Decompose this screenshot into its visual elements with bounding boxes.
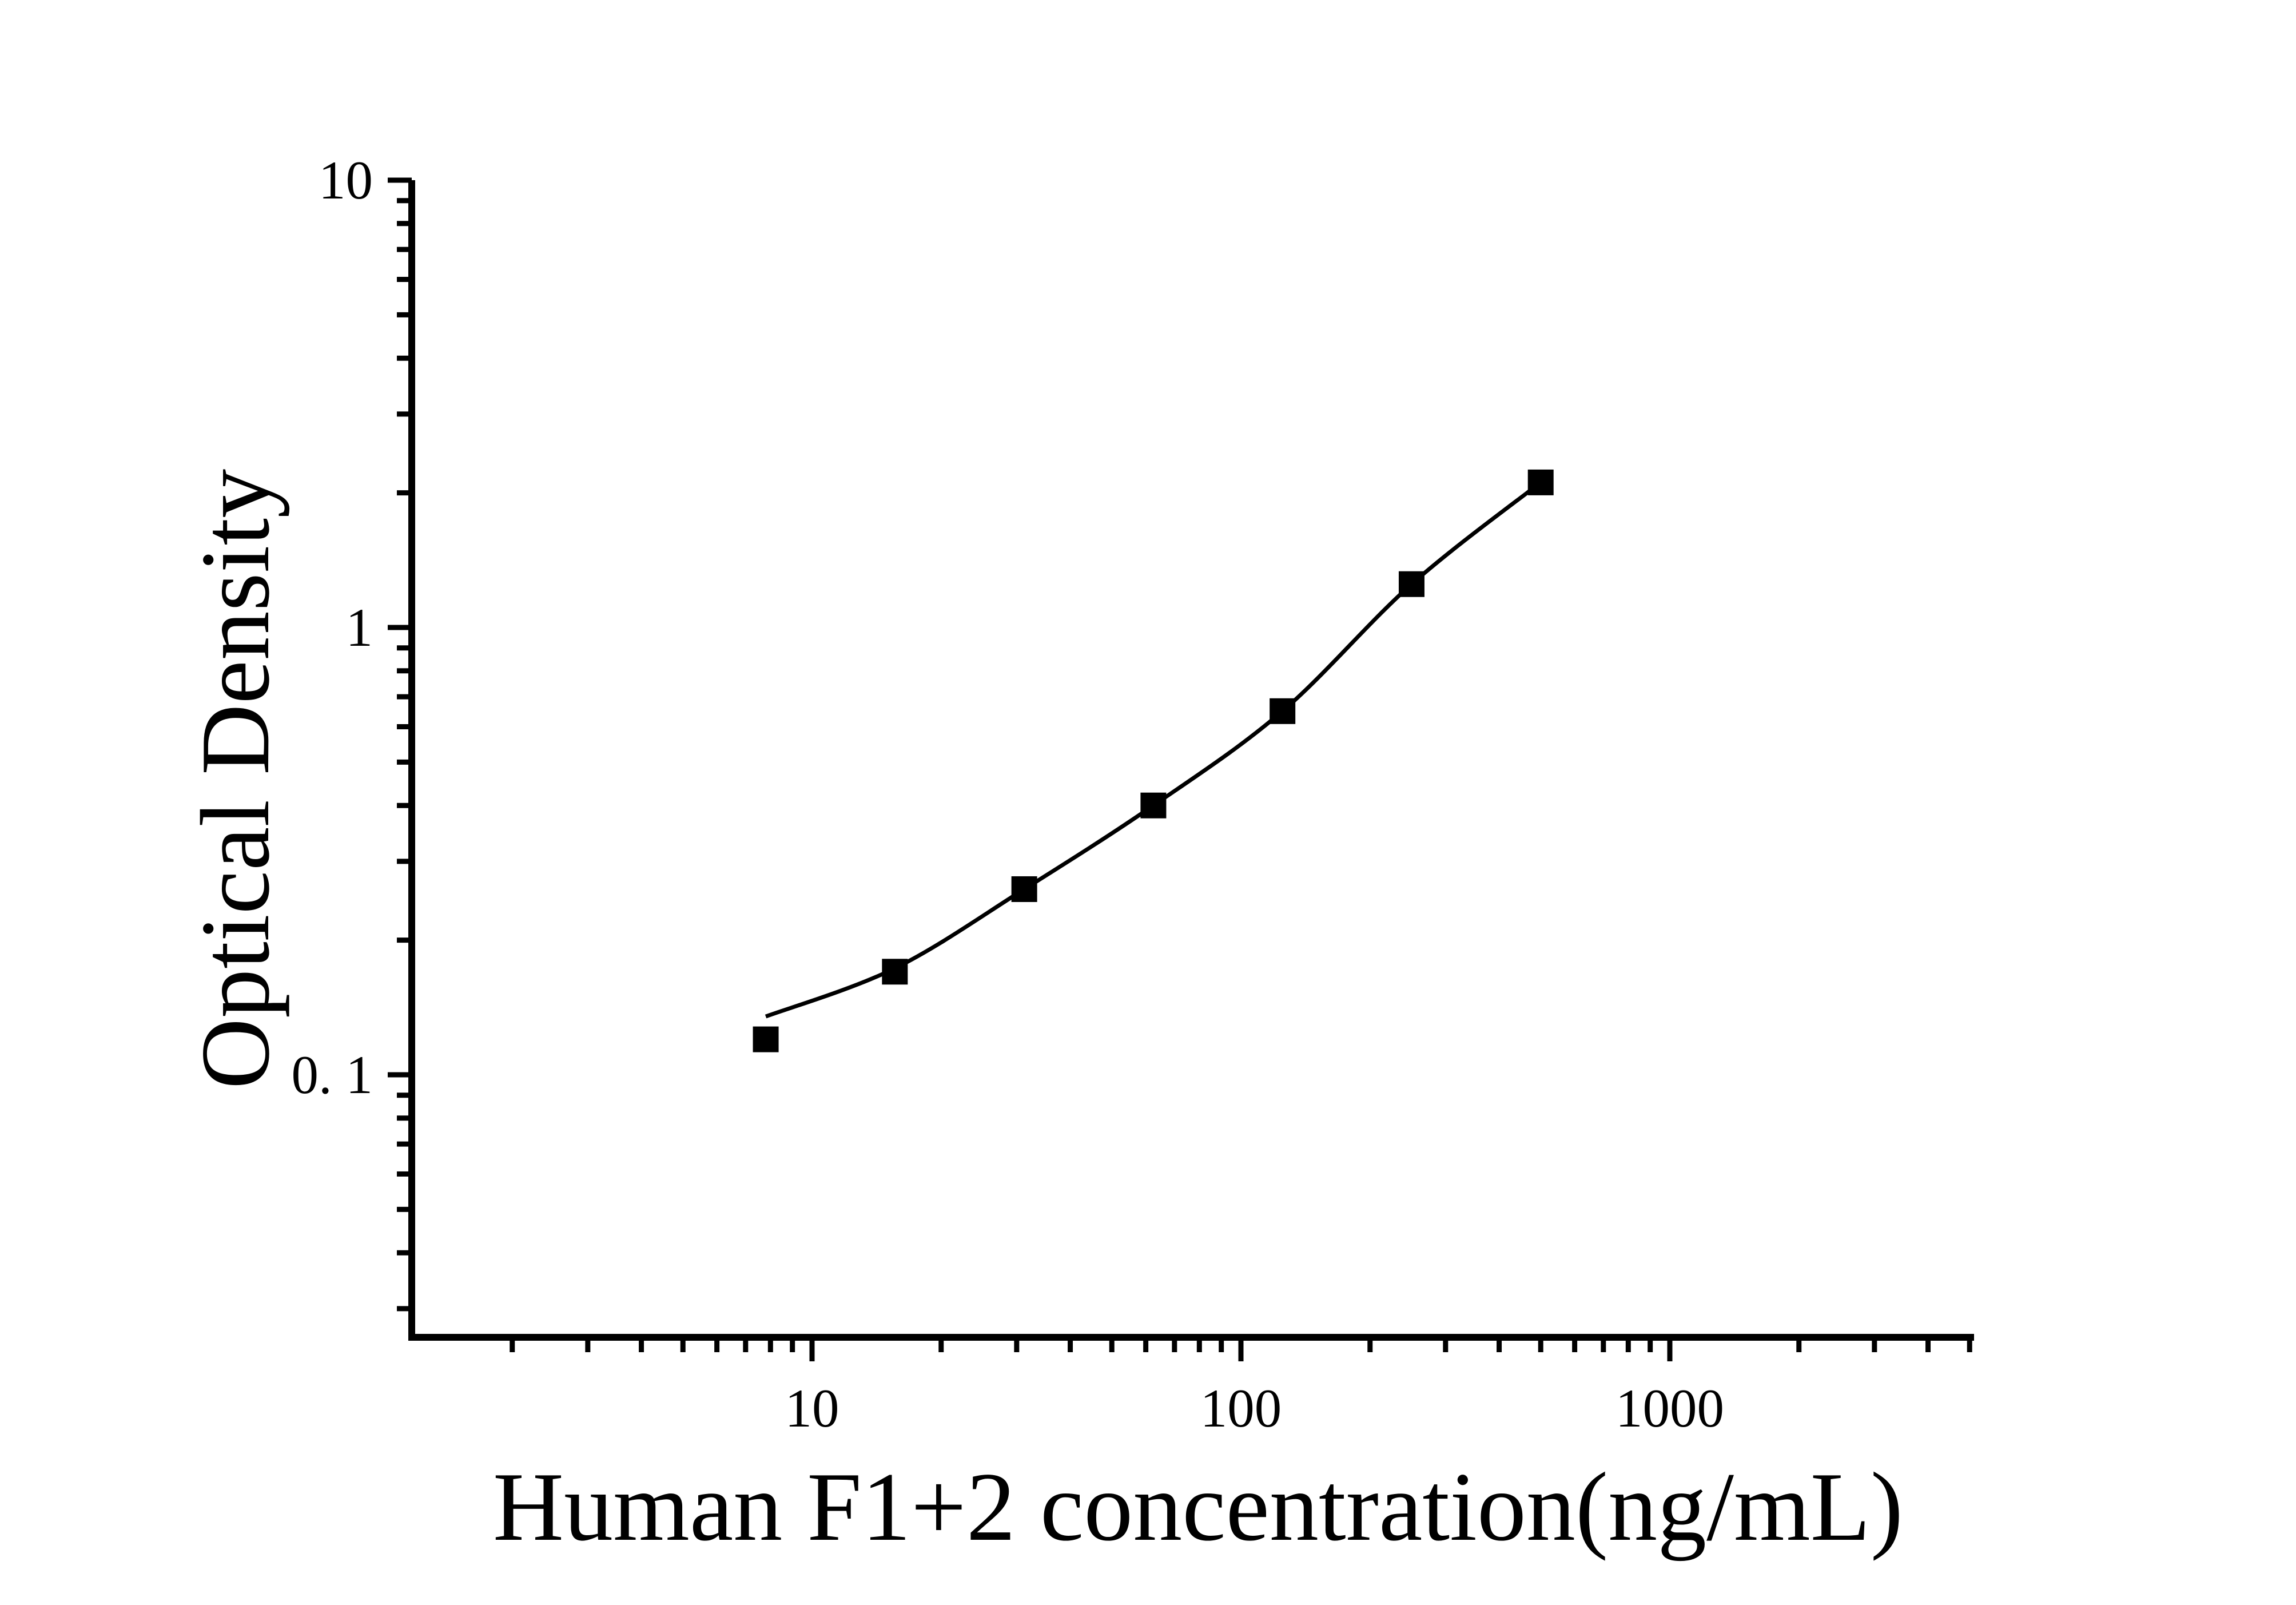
x-tick-label: 100 xyxy=(1200,1378,1282,1439)
y-tick-label: 10 xyxy=(319,150,373,210)
x-axis-title: Human F1+2 concentration(ng/mL) xyxy=(493,1453,1903,1562)
y-tick-label: 1 xyxy=(346,597,373,658)
y-tick-label: 0. 1 xyxy=(292,1044,373,1105)
data-point-marker xyxy=(1140,792,1167,819)
data-point-marker xyxy=(1527,469,1554,495)
data-point-marker xyxy=(1398,571,1424,597)
data-point-marker xyxy=(753,1026,779,1052)
data-point-marker xyxy=(882,959,908,985)
data-point-marker xyxy=(1270,698,1296,724)
y-axis-title: Optical Density xyxy=(181,469,290,1089)
axis-tick-labels: 10 100 1000 10 1 0. 1 xyxy=(292,150,1725,1439)
x-tick-label: 10 xyxy=(785,1378,839,1439)
data-point-marker xyxy=(1011,876,1037,902)
axes xyxy=(408,180,1974,1341)
plot-area xyxy=(753,469,1554,1052)
x-tick-label: 1000 xyxy=(1615,1378,1724,1439)
